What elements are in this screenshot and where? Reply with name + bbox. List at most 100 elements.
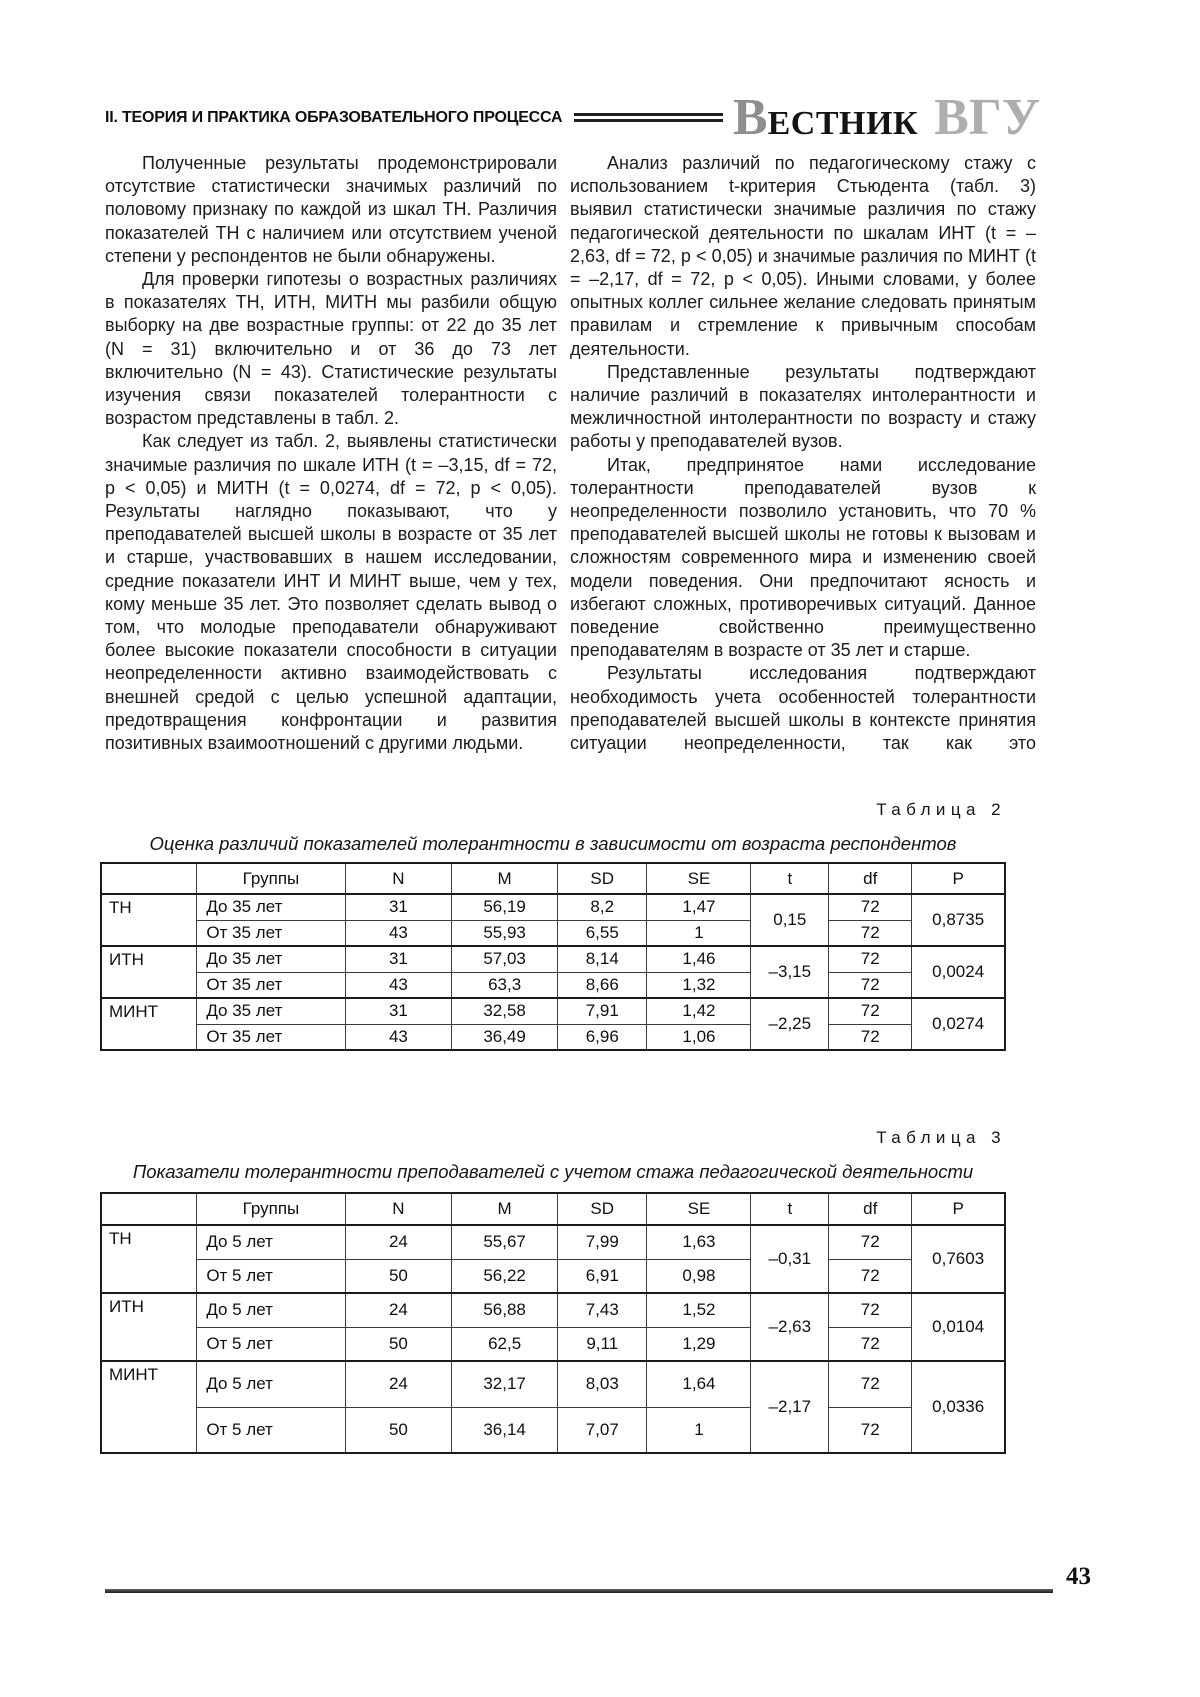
left-paragraph-3: Как следует из табл. 2, выявлены статист… [105,431,557,754]
t2-header-scale [100,862,198,895]
t3-g1r1-group: От 5 лет [196,1326,346,1362]
t3-g0r0-df: 72 [828,1224,913,1260]
t2-g0r0-df: 72 [828,893,913,921]
table-3-group-mint: МИНТ До 5 лет 24 32,17 8,03 1,64 –2,17 7… [100,1360,1006,1454]
t2-g0r0-n: 31 [344,893,453,921]
t3-g1-t-value: –2,63 [750,1292,830,1362]
t3-g1r0-sd: 7,43 [556,1292,648,1328]
t2-header-sd: SD [556,862,648,895]
t3-header-se: SE [646,1192,752,1226]
t3-g2r1-se: 1 [646,1406,752,1454]
t2-g0r0-m: 56,19 [451,893,558,921]
table-2-group-mint: МИНТ До 35 лет 31 32,58 7,91 1,42 –2,25 … [100,997,1006,1051]
t3-header-groups: Группы [196,1192,346,1226]
t2-g0r1-se: 1 [646,919,752,947]
t2-g2r1-se: 1,06 [646,1023,752,1051]
t2-g2r0-n: 31 [344,997,453,1025]
t2-g1r1-sd: 8,66 [556,971,648,999]
t2-scale-tn: ТН [100,893,198,947]
table-2-group-itn: ИТН До 35 лет 31 57,03 8,14 1,46 –3,15 7… [100,945,1006,999]
t2-g0r0-se: 1,47 [646,893,752,921]
t3-g1r0-n: 24 [344,1292,453,1328]
t2-g1-p-value: 0,0024 [911,945,1006,999]
t3-g2r0-n: 24 [344,1360,453,1408]
t2-header-groups: Группы [196,862,346,895]
t3-header-m: M [451,1192,558,1226]
t3-scale-tn: ТН [100,1224,198,1294]
t2-g2r1-n: 43 [344,1023,453,1051]
table-2-caption: Оценка различий показателей толерантност… [149,833,957,854]
section-title: II. ТЕОРИЯ И ПРАКТИКА ОБРАЗОВАТЕЛЬНОГО П… [105,108,563,126]
t2-g1r0-n: 31 [344,945,453,973]
table-row: МИНТ До 35 лет 31 32,58 7,91 1,42 –2,25 … [100,997,1006,1051]
logo-initial-letter: В [732,89,768,146]
t2-header-df: df [828,862,913,895]
right-paragraph-2: Представленные результаты подтверждают н… [570,361,1036,452]
t2-g1r0-group: До 35 лет [196,945,346,973]
table-2-label: Таблица 2 [876,800,1006,819]
table-2-group-tn: ТН До 35 лет 31 56,19 8,2 1,47 0,15 72 0… [100,893,1006,947]
t2-g2r1-m: 36,49 [451,1023,558,1051]
table-row: От 35 лет 43 55,93 6,55 1 72 [101,919,1005,947]
t3-header-p: P [911,1192,1006,1226]
table-3-header-row: Группы N M SD SE t df P [100,1192,1006,1226]
t2-header-m: M [451,862,558,895]
logo-university-abbr: ВГУ [934,89,1040,146]
t2-g1r1-group: От 35 лет [196,971,346,999]
t2-g0r1-group: От 35 лет [196,919,346,947]
t2-g1r0-sd: 8,14 [556,945,648,973]
t3-g2r0-group: До 5 лет [196,1360,346,1408]
t3-g2-p-value: 0,0336 [911,1360,1006,1454]
t3-g1r0-m: 56,88 [451,1292,558,1328]
t2-g0-t-value: 0,15 [750,893,830,947]
t3-g0r1-group: От 5 лет [196,1258,346,1294]
t2-g2-p-value: 0,0274 [911,997,1006,1051]
t3-g1r1-se: 1,29 [646,1326,752,1362]
t2-g1r0-df: 72 [828,945,913,973]
table-row: ТН До 35 лет 31 56,19 8,2 1,47 0,15 72 0… [100,893,1006,947]
t2-header-n: N [344,862,453,895]
table-row: От 35 лет 43 63,3 8,66 1,32 72 [101,971,1005,999]
t3-scale-mint: МИНТ [100,1360,198,1454]
t2-g1r0-se: 1,46 [646,945,752,973]
t2-g2-t-value: –2,25 [750,997,830,1051]
table-row: ТН До 5 лет 24 55,67 7,99 1,63 –0,31 72 … [100,1224,1006,1294]
t2-g1r1-df: 72 [828,971,913,999]
t3-scale-itn: ИТН [100,1292,198,1362]
t3-g2r0-m: 32,17 [451,1360,558,1408]
t2-g1r1-m: 63,3 [451,971,558,999]
t2-g1r1-n: 43 [344,971,453,999]
right-paragraph-3: Итак, предпринятое нами исследование тол… [570,454,1036,661]
t3-g1r1-df: 72 [828,1326,913,1362]
t2-header-se: SE [646,862,752,895]
t3-g0r0-group: До 5 лет [196,1224,346,1260]
t2-g0r1-sd: 6,55 [556,919,648,947]
t3-g2r0-df: 72 [828,1360,913,1408]
t3-g0-t-value: –0,31 [750,1224,830,1294]
t3-g2r0-sd: 8,03 [556,1360,648,1408]
t2-scale-itn: ИТН [100,945,198,999]
t3-g2r1-n: 50 [344,1406,453,1454]
t3-g2r1-group: От 5 лет [196,1406,346,1454]
t2-g2r1-df: 72 [828,1023,913,1051]
t3-g0r1-n: 50 [344,1258,453,1294]
t3-g1r0-group: До 5 лет [196,1292,346,1328]
t3-g1r0-se: 1,52 [646,1292,752,1328]
t3-g2r1-m: 36,14 [451,1406,558,1454]
table-row: От 5 лет 50 36,14 7,07 1 72 [101,1406,1005,1454]
page-number: 43 [1066,1563,1091,1590]
t2-g0r0-sd: 8,2 [556,893,648,921]
t2-g0r1-m: 55,93 [451,919,558,947]
table-3-caption: Показатели толерантности преподавателей … [132,1161,974,1182]
t3-g0r1-sd: 6,91 [556,1258,648,1294]
t2-g2r1-group: От 35 лет [196,1023,346,1051]
t3-g1-p-value: 0,0104 [911,1292,1006,1362]
table-row: МИНТ До 5 лет 24 32,17 8,03 1,64 –2,17 7… [100,1360,1006,1454]
t2-g1r1-se: 1,32 [646,971,752,999]
header-double-rule [574,113,723,122]
t3-g0r1-df: 72 [828,1258,913,1294]
t3-header-n: N [344,1192,453,1226]
table-row: От 5 лет 50 62,5 9,11 1,29 72 [101,1326,1005,1362]
t2-g2r0-df: 72 [828,997,913,1025]
